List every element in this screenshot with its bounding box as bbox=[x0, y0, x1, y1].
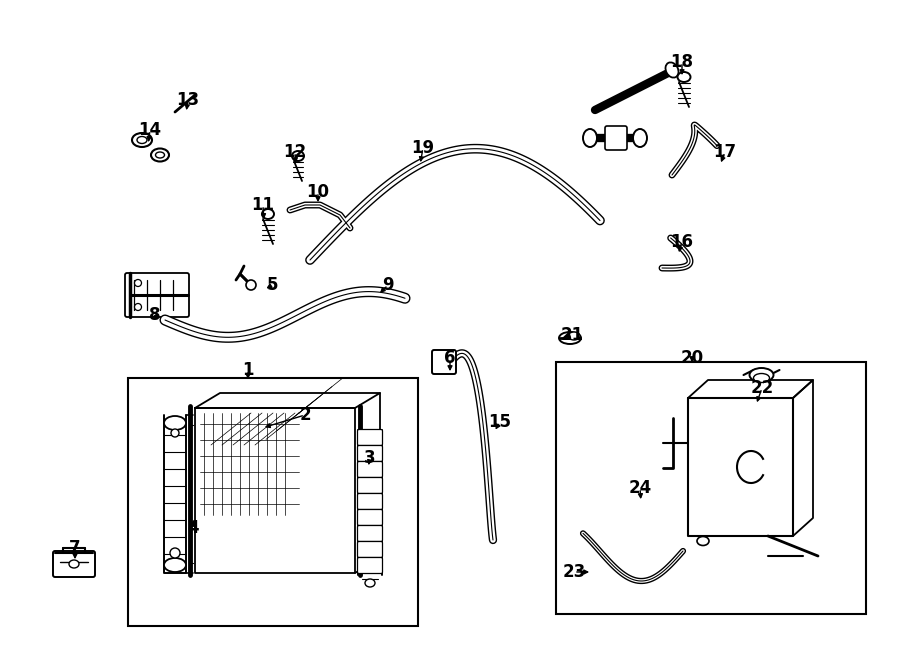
Text: 4: 4 bbox=[187, 519, 199, 537]
FancyBboxPatch shape bbox=[432, 350, 456, 374]
FancyBboxPatch shape bbox=[357, 430, 382, 446]
Text: 11: 11 bbox=[251, 196, 274, 214]
Text: 10: 10 bbox=[307, 183, 329, 201]
Text: 17: 17 bbox=[714, 143, 736, 161]
Text: 2: 2 bbox=[299, 406, 310, 424]
Text: 16: 16 bbox=[670, 233, 694, 251]
Text: 18: 18 bbox=[670, 53, 694, 71]
Text: 23: 23 bbox=[562, 563, 586, 581]
Ellipse shape bbox=[134, 280, 141, 286]
Text: 7: 7 bbox=[69, 539, 81, 557]
FancyBboxPatch shape bbox=[605, 126, 627, 150]
FancyBboxPatch shape bbox=[357, 461, 382, 477]
Ellipse shape bbox=[164, 416, 186, 430]
Bar bbox=[128, 378, 418, 626]
Ellipse shape bbox=[292, 151, 304, 161]
Text: 1: 1 bbox=[242, 361, 254, 379]
Ellipse shape bbox=[568, 332, 580, 340]
Ellipse shape bbox=[170, 548, 180, 558]
Ellipse shape bbox=[69, 560, 79, 568]
Ellipse shape bbox=[750, 368, 773, 382]
FancyBboxPatch shape bbox=[357, 557, 382, 574]
Text: 9: 9 bbox=[382, 276, 394, 294]
Text: 13: 13 bbox=[176, 91, 200, 109]
Ellipse shape bbox=[151, 149, 169, 161]
Text: 24: 24 bbox=[628, 479, 652, 497]
Ellipse shape bbox=[665, 62, 679, 77]
Ellipse shape bbox=[132, 133, 152, 147]
FancyBboxPatch shape bbox=[357, 525, 382, 541]
Ellipse shape bbox=[262, 209, 274, 219]
Ellipse shape bbox=[559, 332, 581, 344]
Text: 6: 6 bbox=[445, 349, 455, 367]
Text: 8: 8 bbox=[149, 306, 161, 324]
FancyBboxPatch shape bbox=[357, 494, 382, 510]
Ellipse shape bbox=[365, 579, 375, 587]
Bar bbox=[556, 362, 866, 614]
Ellipse shape bbox=[583, 129, 597, 147]
Text: 15: 15 bbox=[489, 413, 511, 431]
Ellipse shape bbox=[164, 558, 186, 572]
FancyBboxPatch shape bbox=[53, 551, 95, 577]
Ellipse shape bbox=[137, 137, 147, 143]
Text: 19: 19 bbox=[411, 139, 435, 157]
Text: 5: 5 bbox=[266, 276, 278, 294]
Ellipse shape bbox=[171, 429, 179, 437]
Ellipse shape bbox=[633, 129, 647, 147]
Ellipse shape bbox=[753, 373, 770, 383]
Ellipse shape bbox=[678, 72, 690, 82]
Text: 20: 20 bbox=[680, 349, 704, 367]
FancyBboxPatch shape bbox=[357, 510, 382, 525]
FancyBboxPatch shape bbox=[125, 273, 189, 317]
Text: 21: 21 bbox=[561, 326, 583, 344]
Text: 14: 14 bbox=[139, 121, 162, 139]
Text: 3: 3 bbox=[364, 449, 376, 467]
FancyBboxPatch shape bbox=[357, 446, 382, 461]
Ellipse shape bbox=[246, 280, 256, 290]
Text: 22: 22 bbox=[751, 379, 774, 397]
Ellipse shape bbox=[134, 303, 141, 311]
Text: 12: 12 bbox=[284, 143, 307, 161]
Ellipse shape bbox=[156, 152, 165, 158]
Ellipse shape bbox=[697, 537, 709, 545]
FancyBboxPatch shape bbox=[357, 541, 382, 557]
FancyBboxPatch shape bbox=[357, 477, 382, 494]
